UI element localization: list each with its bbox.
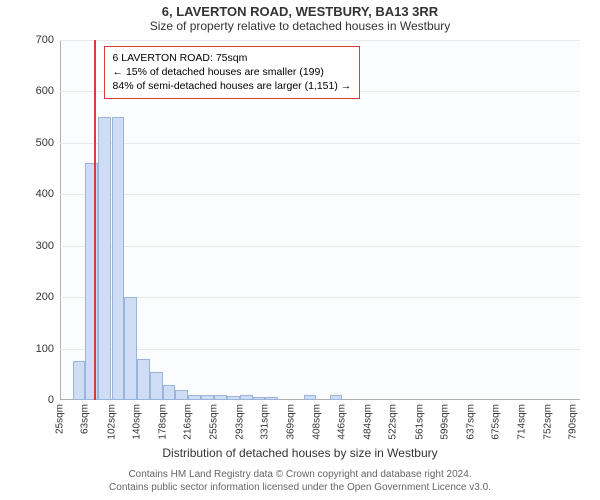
x-tick-label: 752sqm: [542, 404, 553, 440]
x-tick-label: 102sqm: [106, 404, 117, 440]
y-tick-label: 400: [36, 188, 54, 200]
page-title: 6, LAVERTON ROAD, WESTBURY, BA13 3RR: [0, 0, 600, 19]
histogram-bar: [304, 395, 317, 400]
x-tick-label: 140sqm: [132, 404, 143, 440]
x-tick-label: 790sqm: [568, 404, 579, 440]
x-tick-label: 331sqm: [260, 404, 271, 440]
grid-line: [60, 143, 580, 144]
x-tick-label: 369sqm: [285, 404, 296, 440]
x-tick-label: 408sqm: [311, 404, 322, 440]
x-tick-label: 446sqm: [337, 404, 348, 440]
infobox-line3: 84% of semi-detached houses are larger (…: [113, 79, 352, 93]
y-axis-line: [60, 40, 61, 400]
histogram-bar: [265, 397, 278, 400]
grid-line: [60, 297, 580, 298]
histogram-bar: [73, 361, 86, 400]
y-tick-label: 600: [36, 85, 54, 97]
footer-line1: Contains HM Land Registry data © Crown c…: [0, 468, 600, 481]
x-tick-label: 599sqm: [440, 404, 451, 440]
histogram-bar: [150, 372, 163, 400]
histogram-bar: [163, 385, 176, 400]
histogram-bar: [137, 359, 150, 400]
property-marker-line: [94, 40, 96, 400]
histogram-bar: [85, 163, 98, 400]
histogram-bar: [330, 395, 343, 400]
x-tick-label: 293sqm: [234, 404, 245, 440]
infobox-line1: 6 LAVERTON ROAD: 75sqm: [113, 51, 352, 65]
histogram-bar: [201, 395, 214, 400]
histogram-bar: [240, 395, 253, 400]
y-tick-label: 300: [36, 240, 54, 252]
y-tick-label: 500: [36, 137, 54, 149]
grid-line: [60, 194, 580, 195]
x-tick-label: 637sqm: [465, 404, 476, 440]
footer-line2: Contains public sector information licen…: [0, 481, 600, 494]
y-tick-label: 200: [36, 291, 54, 303]
grid-line: [60, 40, 580, 41]
infobox-line2: ← 15% of detached houses are smaller (19…: [113, 65, 352, 79]
x-tick-label: 522sqm: [388, 404, 399, 440]
histogram-bar: [98, 117, 111, 400]
chart-plot-area: 010020030040050060070025sqm63sqm102sqm14…: [60, 40, 580, 400]
x-tick-label: 714sqm: [517, 404, 528, 440]
x-tick-label: 484sqm: [362, 404, 373, 440]
x-tick-label: 216sqm: [183, 404, 194, 440]
x-tick-label: 675sqm: [491, 404, 502, 440]
x-tick-label: 63sqm: [80, 404, 91, 434]
histogram-bar: [188, 395, 201, 400]
x-tick-label: 178sqm: [157, 404, 168, 440]
y-tick-label: 0: [48, 394, 54, 406]
y-tick-label: 100: [36, 343, 54, 355]
x-tick-label: 255sqm: [209, 404, 220, 440]
footer-attribution: Contains HM Land Registry data © Crown c…: [0, 468, 600, 494]
histogram-bar: [227, 396, 240, 400]
histogram-bar: [175, 390, 188, 400]
x-tick-label: 561sqm: [414, 404, 425, 440]
y-tick-label: 700: [36, 34, 54, 46]
grid-line: [60, 246, 580, 247]
chart-subtitle: Size of property relative to detached ho…: [0, 19, 600, 35]
property-info-box: 6 LAVERTON ROAD: 75sqm← 15% of detached …: [104, 46, 361, 99]
histogram-bar: [112, 117, 125, 400]
histogram-bar: [214, 395, 227, 400]
x-tick-label: 25sqm: [55, 404, 66, 434]
grid-line: [60, 349, 580, 350]
x-axis-label: Distribution of detached houses by size …: [0, 446, 600, 460]
histogram-bar: [124, 297, 137, 400]
histogram-bar: [253, 397, 266, 400]
